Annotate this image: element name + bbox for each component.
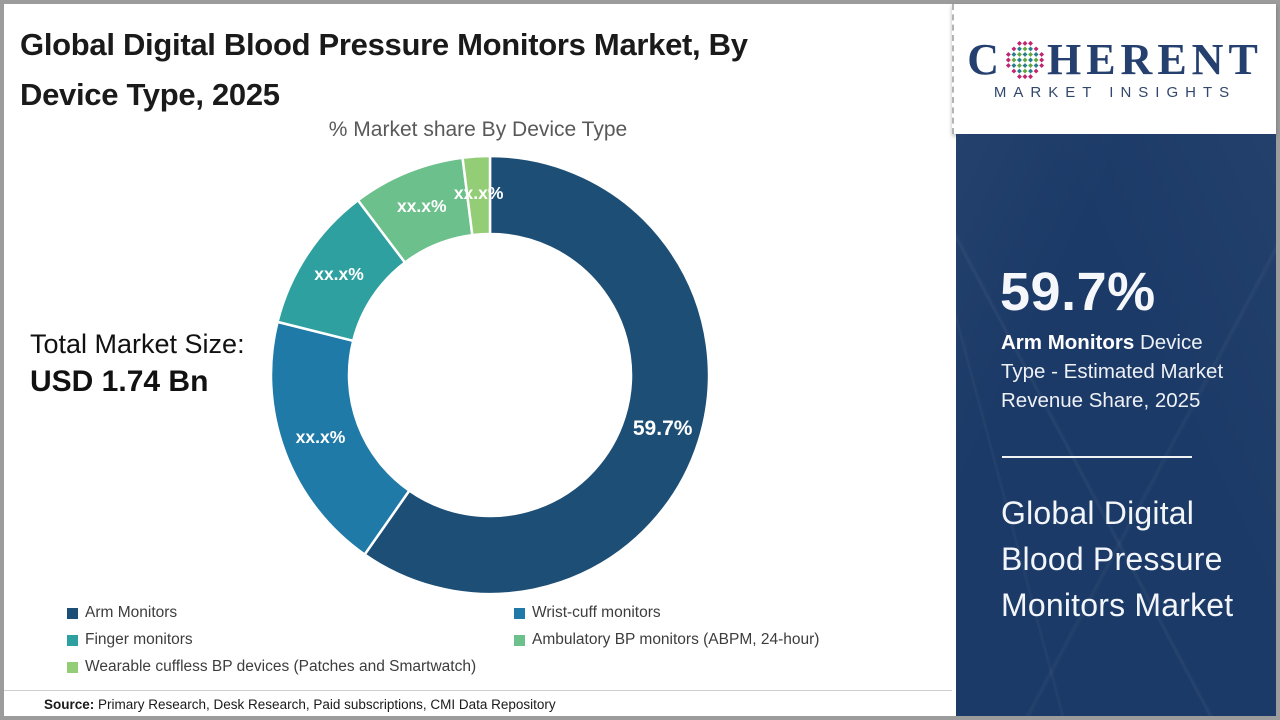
legend-item-wrist-cuff-monitors: Wrist-cuff monitors: [514, 604, 661, 621]
highlight-stat-value: 59.7%: [1000, 262, 1156, 322]
chart-legend: Arm Monitors Wrist-cuff monitors Finger …: [4, 601, 952, 683]
donut-chart: 59.7% xx.x% xx.x% xx.x% xx.x%: [267, 152, 713, 598]
source-prefix: Source:: [44, 697, 95, 712]
page-title-line2: Device Type, 2025: [20, 77, 280, 112]
donut-slice-label: 59.7%: [633, 417, 693, 440]
donut-slice-label: xx.x%: [314, 264, 364, 284]
donut-slice-label: xx.x%: [454, 183, 504, 203]
logo-word-rest: HERENT: [1046, 34, 1263, 84]
brand-logo-box: C HERENT MARKET INSIGHTS: [952, 4, 1276, 134]
legend-item-wearable-cuffless-bp-devices: Wearable cuffless BP devices (Patches an…: [67, 658, 477, 675]
source-text: Primary Research, Desk Research, Paid su…: [94, 697, 556, 712]
legend-label: Arm Monitors: [85, 604, 178, 621]
page-title-line1: Global Digital Blood Pressure Monitors M…: [20, 27, 748, 62]
donut-slice: [461, 154, 492, 237]
donut-slice-label: xx.x%: [397, 196, 447, 216]
legend-swatch-icon: [514, 634, 525, 646]
brand-logo: C HERENT: [967, 34, 1263, 84]
legend-swatch-icon: [67, 661, 78, 673]
legend-label: Wearable cuffless BP devices (Patches an…: [85, 658, 477, 675]
highlight-stat-description: Arm Monitors Device Type - Estimated Mar…: [1001, 328, 1239, 415]
donut-slice-label: xx.x%: [296, 427, 346, 447]
legend-swatch-icon: [67, 634, 78, 646]
sidebar-divider: [1002, 456, 1192, 458]
legend-label: Finger monitors: [85, 631, 193, 648]
globe-dots-icon: [1005, 40, 1045, 79]
chart-subtitle: % Market share By Device Type: [328, 118, 628, 141]
page-title: Global Digital Blood Pressure Monitors M…: [20, 20, 940, 120]
chart-area: Global Digital Blood Pressure Monitors M…: [4, 4, 952, 716]
logo-letter-c: C: [967, 34, 1004, 84]
legend-swatch-icon: [67, 607, 78, 619]
sidebar-market-title: Global Digital Blood Pressure Monitors M…: [1001, 495, 1234, 623]
legend-label: Ambulatory BP monitors (ABPM, 24-hour): [532, 631, 820, 648]
source-divider: [4, 690, 952, 691]
total-market-size: Total Market Size: USD 1.74 Bn: [30, 326, 245, 402]
legend-label: Wrist-cuff monitors: [532, 604, 661, 621]
total-market-size-value: USD 1.74 Bn: [30, 365, 209, 398]
legend-item-finger-monitors: Finger monitors: [67, 631, 193, 648]
highlight-sidebar: 59.7% Arm Monitors Device Type - Estimat…: [956, 134, 1276, 716]
total-market-size-label: Total Market Size:: [30, 329, 245, 359]
legend-swatch-icon: [514, 607, 525, 619]
highlight-stat-segment: Arm Monitors: [1001, 331, 1135, 354]
legend-item-ambulatory-bp-monitors: Ambulatory BP monitors (ABPM, 24-hour): [514, 631, 820, 648]
logo-tagline: MARKET INSIGHTS: [993, 83, 1237, 101]
source-note: Source: Primary Research, Desk Research,…: [44, 697, 556, 712]
donut-slice: [363, 154, 711, 596]
legend-item-arm-monitors: Arm Monitors: [67, 604, 178, 621]
highlight-stat-rest: Device Type - Estimated Market Revenue S…: [1001, 331, 1224, 412]
